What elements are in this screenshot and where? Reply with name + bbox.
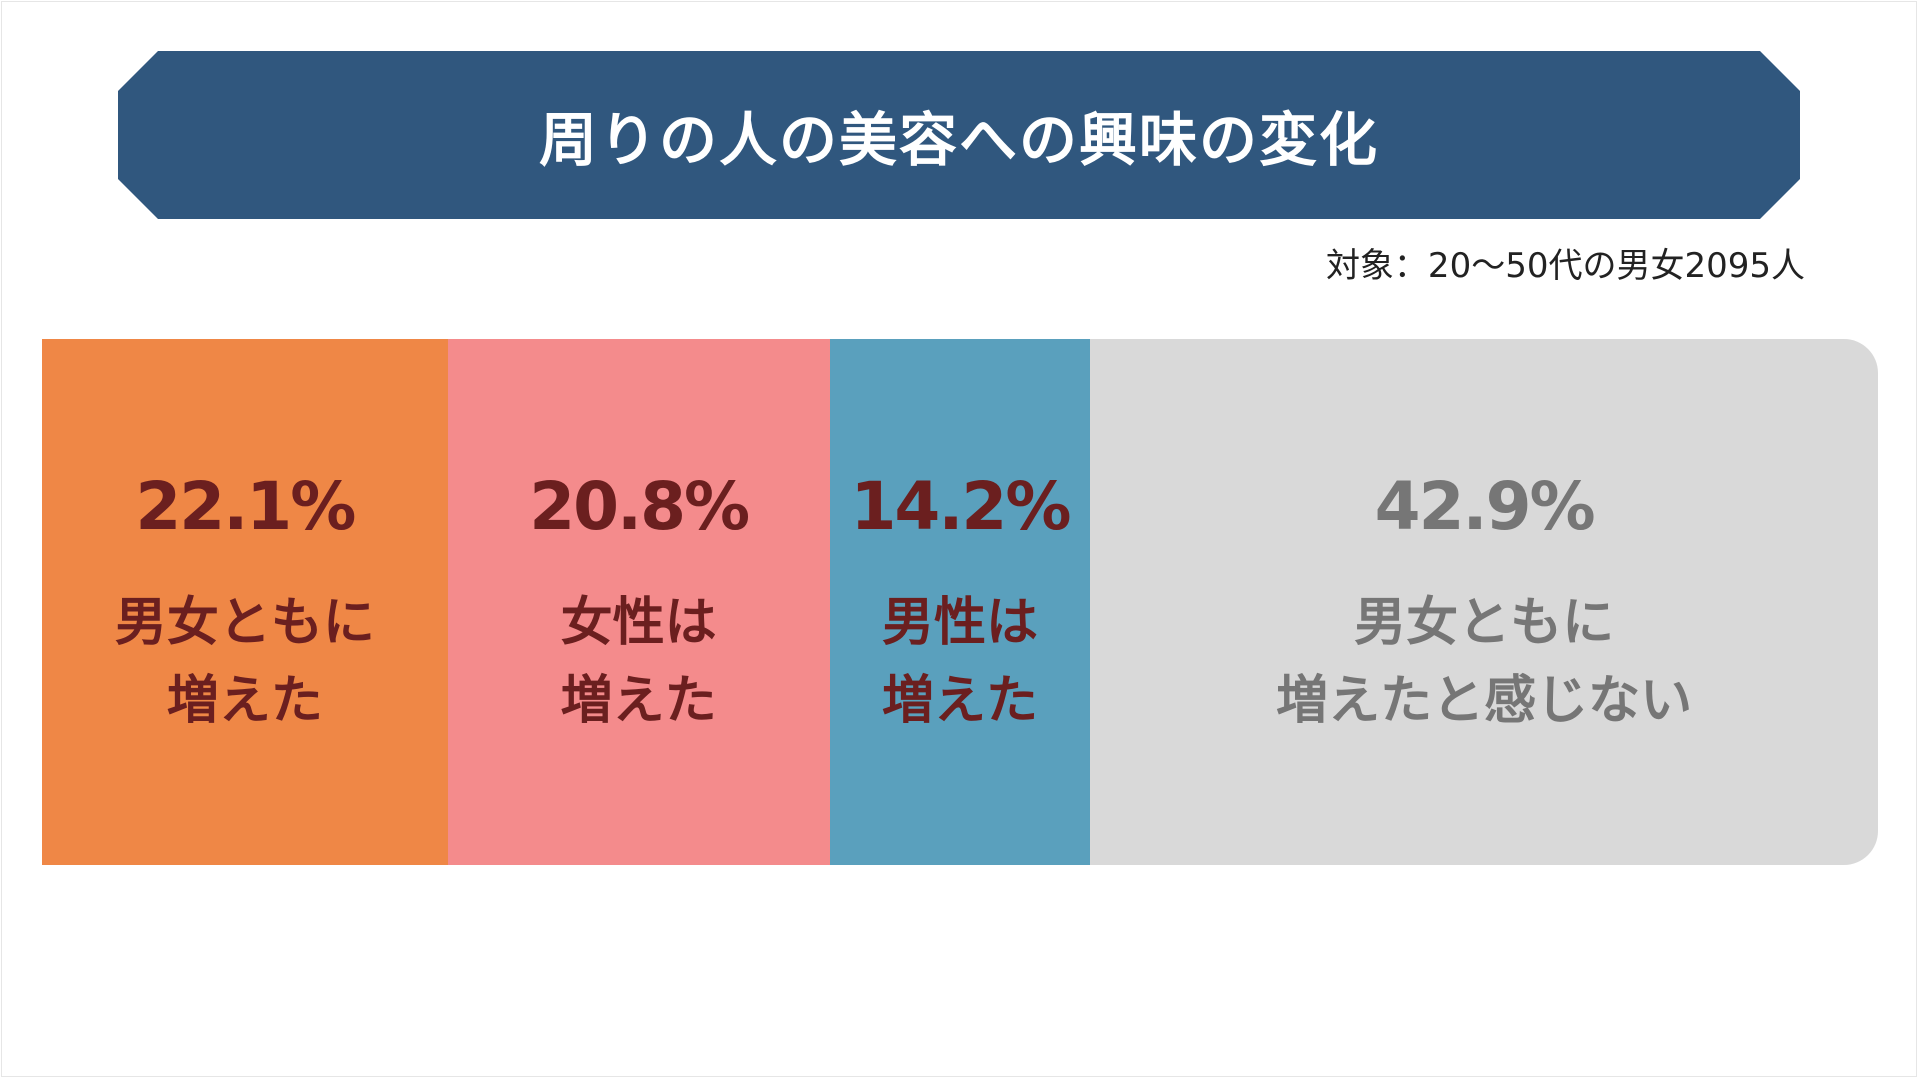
- chart-subtitle: 対象：20〜50代の男女2095人: [1325, 246, 1805, 286]
- segment-category-label: 男女ともに 増えた: [114, 593, 375, 731]
- segment-category-label: 女性は 増えた: [560, 593, 717, 731]
- segment-category-label: 男女ともに 増えたと感じない: [1276, 593, 1693, 731]
- bar-segment: 20.8% 女性は 増えた: [447, 339, 830, 865]
- segment-value-label: 42.9%: [1374, 468, 1596, 545]
- bar-segment: 14.2% 男性は 増えた: [829, 339, 1091, 865]
- title-banner: 周りの人の美容への興味の変化: [118, 51, 1800, 219]
- bar-segment: 22.1% 男女ともに 増えた: [42, 339, 448, 865]
- stacked-bar: 22.1% 男女ともに 増えた 20.8% 女性は 増えた 14.2% 男性は 増えた 42…: [42, 339, 1878, 865]
- segment-value-label: 20.8%: [529, 468, 750, 545]
- bar-segment: 42.9% 男女ともに 増えたと感じない: [1090, 339, 1878, 865]
- segment-value-label: 14.2%: [850, 468, 1071, 545]
- segment-category-label: 男性は 増えた: [881, 593, 1038, 731]
- chart-title: 周りの人の美容への興味の変化: [538, 106, 1379, 174]
- segment-value-label: 22.1%: [135, 468, 356, 545]
